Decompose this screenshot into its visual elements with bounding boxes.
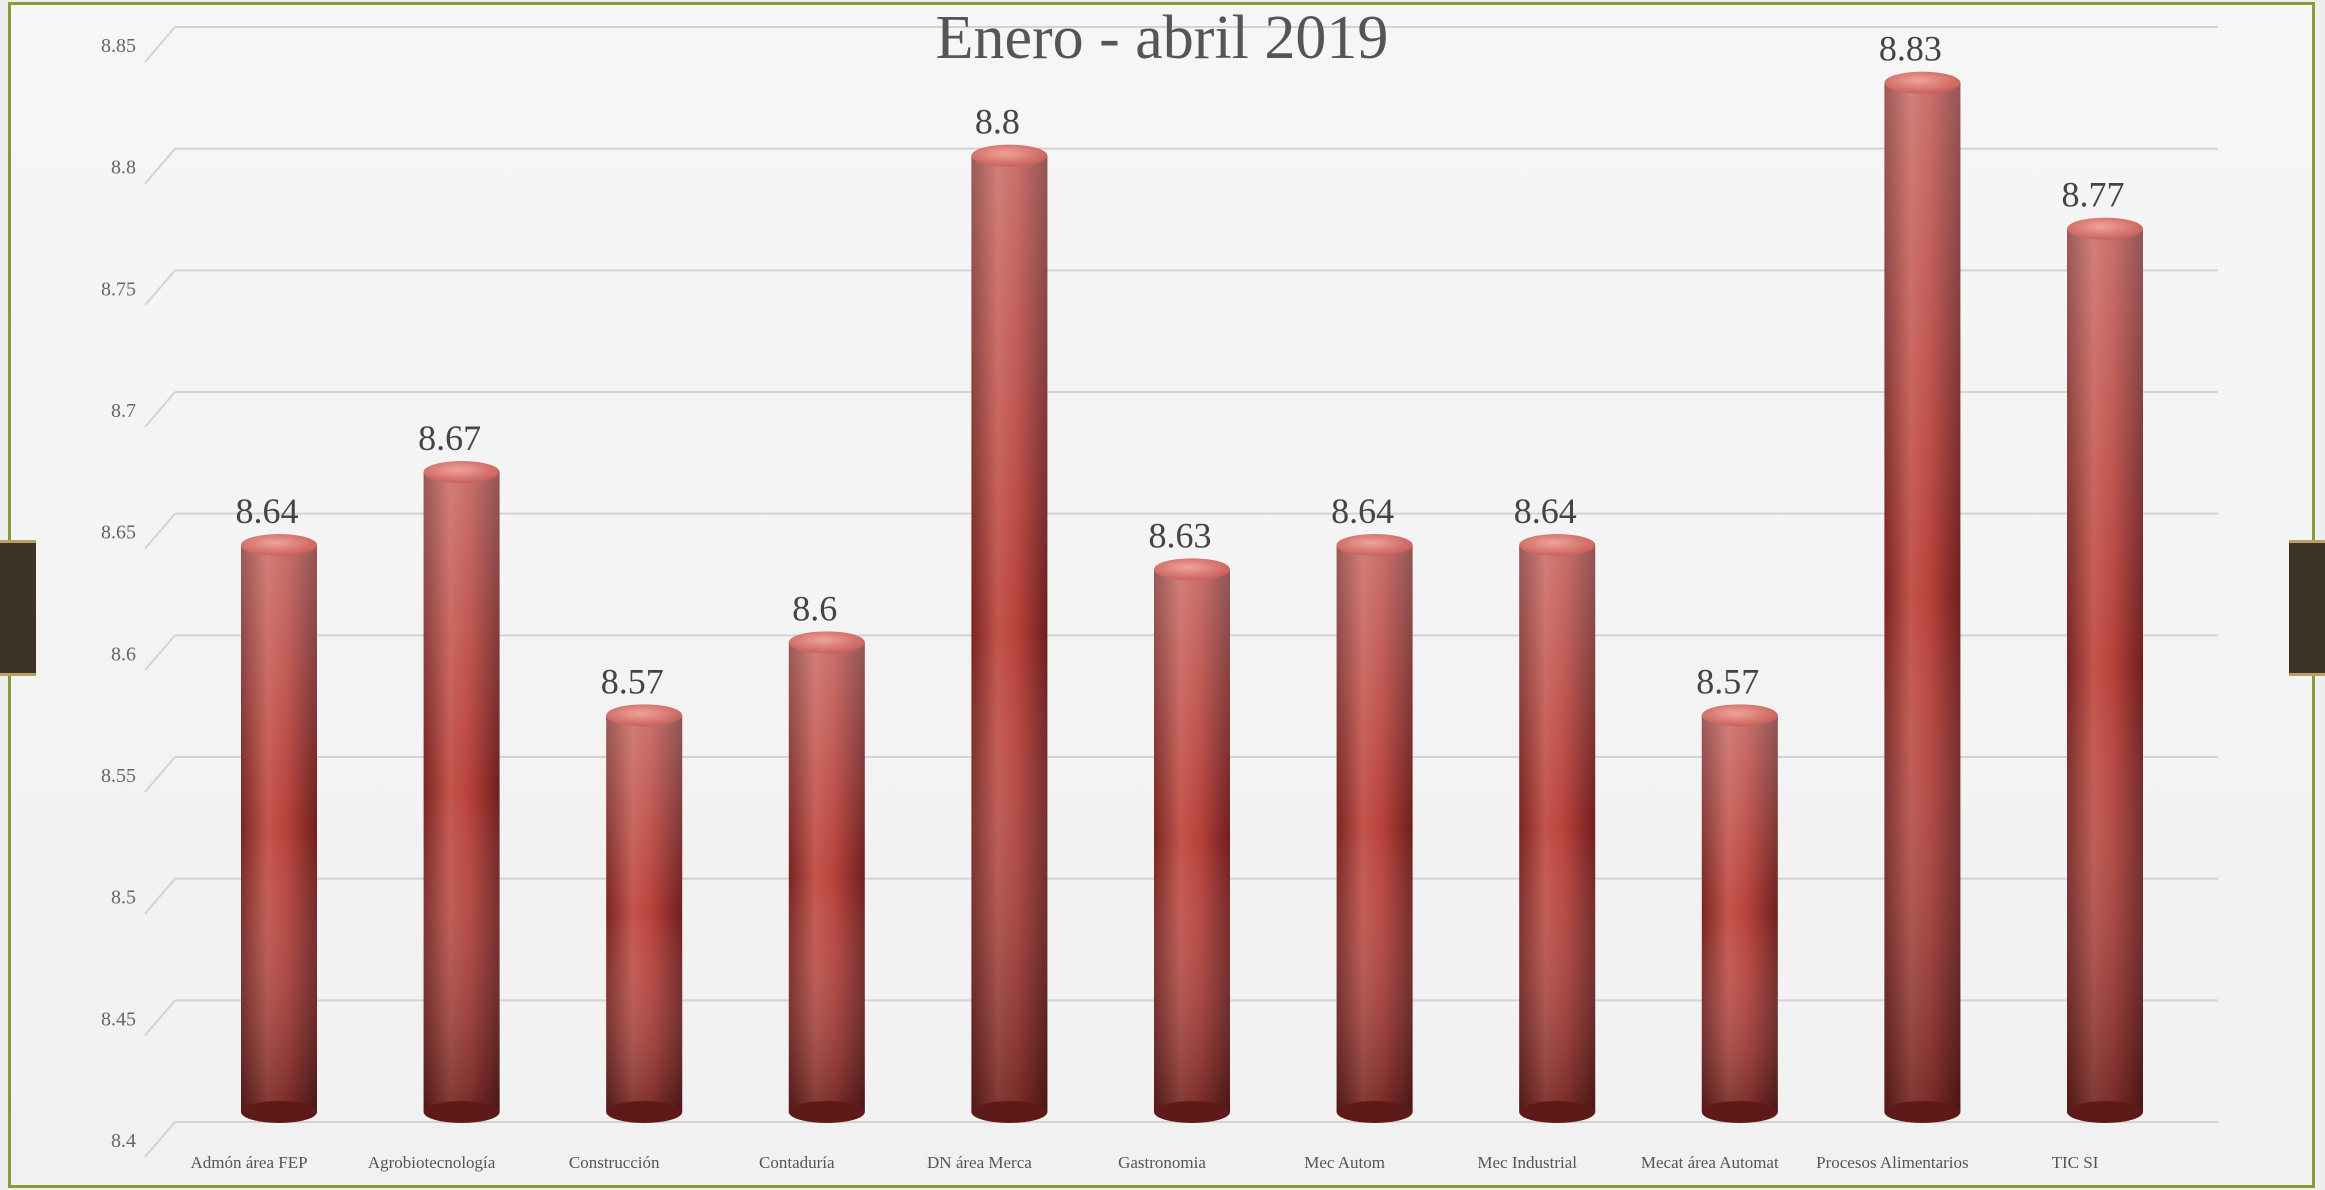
bar-base xyxy=(241,1101,317,1123)
bar-base xyxy=(788,1101,865,1123)
x-category-label: Procesos Alimentarios xyxy=(1816,1153,1969,1172)
bar xyxy=(971,144,1048,1123)
data-label: 8.64 xyxy=(236,491,299,531)
bar-cap xyxy=(2067,217,2143,240)
bar xyxy=(1519,534,1596,1123)
bar-cap xyxy=(971,144,1048,167)
bar-shading xyxy=(788,642,865,1112)
data-label: 8.64 xyxy=(1514,491,1577,531)
bar-shading xyxy=(1701,715,1778,1112)
bar xyxy=(423,461,500,1123)
data-labels: 8.64 8.67 8.57 8.6 8.8 8.63 8.64 8.64 8.57 8.83 8.… xyxy=(236,29,2125,702)
gridline-depth xyxy=(144,634,176,671)
x-axis-labels: Admón área FEP Agrobiotecnología Construcc… xyxy=(190,1153,2098,1172)
bar-base xyxy=(971,1101,1048,1123)
data-label: 8.77 xyxy=(2062,175,2125,215)
bar-shading xyxy=(423,472,500,1112)
data-label: 8.63 xyxy=(1149,515,1212,555)
x-category-label: Contaduría xyxy=(759,1153,835,1172)
bar-base xyxy=(1336,1101,1413,1123)
data-label: 8.57 xyxy=(601,661,664,701)
bar-shading xyxy=(606,715,683,1112)
left-nav-tab xyxy=(0,540,36,676)
bars xyxy=(241,71,2143,1123)
bar xyxy=(1884,71,1961,1123)
bar-base xyxy=(423,1101,500,1123)
data-label: 8.6 xyxy=(792,588,837,628)
bar xyxy=(788,631,865,1123)
right-nav-tab xyxy=(2289,540,2325,676)
bar xyxy=(1336,534,1413,1123)
gridline-depth xyxy=(144,1121,176,1158)
gridline-depth xyxy=(144,878,176,915)
x-category-label: Agrobiotecnología xyxy=(368,1153,496,1172)
bar-cap xyxy=(606,704,683,727)
bar-base xyxy=(606,1101,683,1123)
bar-shading xyxy=(1519,545,1596,1112)
x-category-label: Mec Autom xyxy=(1304,1153,1385,1172)
y-tick-label: 8.8 xyxy=(111,157,136,179)
x-category-label: Gastronomia xyxy=(1118,1153,1206,1172)
bar xyxy=(2067,217,2143,1123)
bar-base xyxy=(1154,1101,1230,1123)
data-label: 8.64 xyxy=(1331,491,1394,531)
bar-base xyxy=(1884,1101,1961,1123)
bar-cap xyxy=(788,631,865,654)
bar-base xyxy=(1519,1101,1596,1123)
x-category-label: Construcción xyxy=(569,1153,660,1172)
y-tick-label: 8.4 xyxy=(111,1130,136,1152)
gridline-depth xyxy=(144,756,176,793)
bar-shading xyxy=(1336,545,1413,1112)
y-tick-label: 8.55 xyxy=(101,765,136,787)
data-label: 8.8 xyxy=(975,102,1020,142)
bar-shading xyxy=(2067,228,2143,1112)
bar-cap xyxy=(1154,558,1230,581)
gridline-depth xyxy=(144,148,176,185)
gridline-depth xyxy=(144,26,176,63)
x-category-label: Admón área FEP xyxy=(190,1153,307,1172)
bar xyxy=(241,534,317,1123)
bar-base xyxy=(1701,1101,1778,1123)
gridline-depth xyxy=(144,269,176,306)
bar-cap xyxy=(241,534,317,556)
gridline-depth xyxy=(144,513,176,550)
x-category-label: Mec Industrial xyxy=(1477,1153,1577,1172)
y-tick-label: 8.7 xyxy=(111,400,136,422)
x-category-label: Mecat área Automat xyxy=(1641,1153,1779,1172)
bar-cap xyxy=(1701,704,1778,727)
data-label: 8.83 xyxy=(1879,29,1942,69)
data-label: 8.67 xyxy=(418,418,481,458)
y-tick-label: 8.75 xyxy=(101,278,136,300)
gridline-depth xyxy=(144,999,176,1036)
x-category-label: TIC SI xyxy=(2052,1153,2099,1172)
y-tick-label: 8.6 xyxy=(111,643,136,665)
y-tick-label: 8.65 xyxy=(101,522,136,544)
bar-shading xyxy=(241,545,317,1112)
bar xyxy=(606,704,683,1123)
bar-cap xyxy=(1336,534,1413,556)
y-tick-label: 8.5 xyxy=(111,887,136,909)
bar-shading xyxy=(1154,569,1230,1112)
bar xyxy=(1701,704,1778,1123)
bar xyxy=(1154,558,1230,1123)
bar-base xyxy=(2067,1101,2143,1123)
y-tick-label: 8.45 xyxy=(101,1008,136,1030)
bar-shading xyxy=(1884,82,1961,1113)
data-label: 8.57 xyxy=(1696,661,1759,701)
bar-cap xyxy=(423,461,500,483)
bar-cap xyxy=(1519,534,1596,556)
gridline-depth xyxy=(144,391,176,428)
y-axis-ticks: 8.4 8.45 8.5 8.55 8.6 8.65 8.7 8.75 8.8 8.85 xyxy=(101,35,136,1152)
x-category-label: DN área Merca xyxy=(927,1153,1032,1172)
bar-cap xyxy=(1884,71,1961,94)
gridlines xyxy=(144,26,2218,1158)
chart-title: Enero - abril 2019 xyxy=(936,4,1389,72)
bar-shading xyxy=(971,155,1048,1112)
y-tick-label: 8.85 xyxy=(101,35,136,57)
